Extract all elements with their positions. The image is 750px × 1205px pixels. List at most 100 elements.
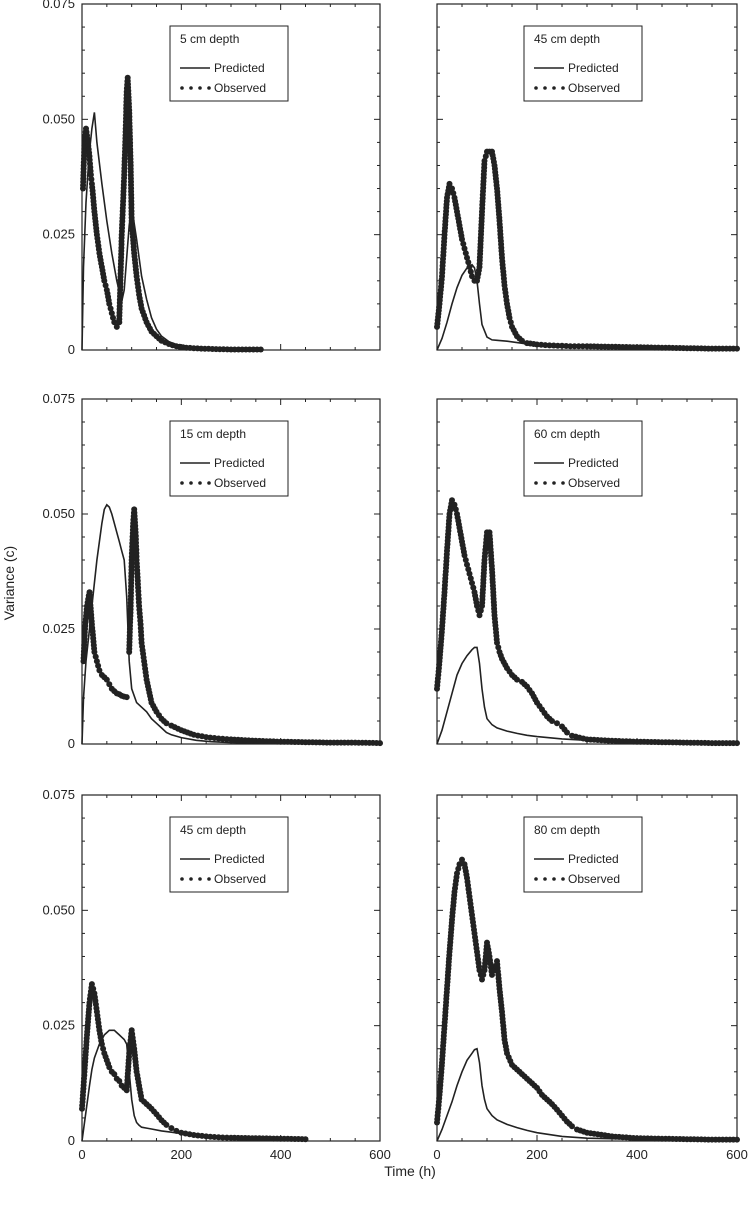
x-tick-label: 400 — [626, 1147, 648, 1162]
observed-point — [88, 981, 95, 988]
observed-point — [92, 653, 99, 660]
panel-title: 15 cm depth — [180, 427, 246, 441]
observed-point — [507, 319, 514, 326]
legend-observed-label: Observed — [568, 872, 620, 886]
legend-observed-swatch — [561, 481, 565, 485]
observed-series — [434, 856, 740, 1143]
observed-point — [108, 310, 115, 317]
observed-point — [450, 190, 457, 197]
legend-observed-swatch — [534, 481, 538, 485]
observed-series — [126, 506, 383, 747]
legend-observed-swatch — [180, 481, 184, 485]
panel-title: 45 cm depth — [180, 823, 246, 837]
observed-point — [103, 676, 110, 683]
legend-observed-swatch — [189, 877, 193, 881]
legend-observed-swatch — [534, 86, 538, 90]
observed-point — [163, 720, 170, 727]
legend: 15 cm depth Predicted Observed — [169, 420, 289, 497]
y-tick-label: 0.075 — [42, 391, 75, 406]
observed-point — [571, 343, 578, 350]
observed-point — [461, 552, 468, 559]
legend-observed-swatch — [543, 481, 547, 485]
observed-point — [469, 273, 475, 280]
observed-point — [98, 1041, 105, 1048]
panel-5: 0 0.025 0.050 0.075 0 200 400 600 45 cm depth Pre… — [42, 787, 390, 1162]
legend: 45 cm depth Predicted Observed — [523, 25, 643, 102]
observed-point — [163, 1121, 170, 1128]
observed-point — [734, 345, 740, 352]
legend-predicted-label: Predicted — [568, 456, 619, 470]
observed-point — [106, 1064, 113, 1071]
observed-series — [80, 74, 264, 353]
observed-point — [106, 681, 113, 688]
observed-point — [467, 575, 474, 582]
observed-point — [102, 282, 109, 289]
observed-point — [554, 342, 561, 349]
x-tick-label: 0 — [78, 1147, 85, 1162]
observed-point — [569, 1123, 575, 1130]
observed-point — [465, 566, 472, 573]
observed-point — [454, 870, 460, 877]
panel-1: 0 0.025 0.050 0.075 5 cm depth Predicted Obser… — [42, 0, 381, 357]
observed-point — [456, 861, 463, 868]
y-tick-label: 0.075 — [42, 787, 75, 802]
observed-point — [95, 662, 102, 669]
observed-point — [452, 506, 459, 513]
legend: 60 cm depth Predicted Observed — [523, 420, 643, 497]
observed-point — [173, 1127, 180, 1134]
legend-observed-swatch — [543, 86, 547, 90]
observed-point — [113, 323, 120, 330]
panel-6: 0 200 400 600 80 cm depth Predicted Observed — [433, 794, 748, 1162]
observed-point — [110, 314, 116, 321]
observed-point — [734, 740, 740, 747]
panel-3: 0 0.025 0.050 0.075 15 cm depth Predicted Obse… — [42, 391, 383, 751]
legend-observed-swatch — [180, 877, 184, 881]
observed-point — [476, 612, 483, 619]
legend-observed-swatch — [198, 86, 202, 90]
legend-observed-label: Observed — [568, 476, 620, 490]
observed-point — [479, 976, 485, 983]
observed-point — [106, 300, 113, 307]
observed-point — [455, 865, 462, 872]
observed-point — [466, 264, 473, 270]
observed-point — [449, 497, 455, 504]
observed-point — [88, 176, 95, 183]
observed-point — [116, 1078, 123, 1084]
legend-observed-swatch — [552, 481, 556, 485]
x-axis-title: Time (h) — [384, 1163, 436, 1179]
legend-predicted-label: Predicted — [214, 852, 265, 866]
observed-point — [377, 740, 383, 747]
predicted-line — [81, 503, 380, 745]
observed-point — [446, 180, 453, 187]
observed-point — [111, 319, 118, 326]
panel-title: 45 cm depth — [534, 32, 600, 46]
x-tick-label: 400 — [270, 1147, 292, 1162]
legend-observed-label: Observed — [568, 81, 620, 95]
observed-point — [466, 570, 473, 577]
observed-point — [90, 985, 97, 992]
y-tick-label: 0.050 — [42, 506, 75, 521]
x-tick-label: 600 — [726, 1147, 748, 1162]
y-tick-label: 0.025 — [42, 621, 75, 636]
legend-predicted-label: Predicted — [214, 61, 265, 75]
legend-observed-swatch — [198, 481, 202, 485]
observed-point — [476, 967, 483, 974]
predicted-line — [81, 1029, 306, 1142]
y-tick-label: 0.050 — [42, 902, 75, 917]
legend-observed-label: Observed — [214, 872, 266, 886]
observed-point — [494, 639, 500, 646]
observed-point — [257, 346, 264, 353]
observed-point — [462, 557, 469, 563]
observed-series — [434, 148, 740, 352]
y-tick-label: 0.075 — [42, 0, 75, 11]
observed-point — [474, 603, 480, 609]
observed-point — [575, 343, 582, 350]
observed-point — [451, 501, 458, 508]
observed-point — [87, 171, 94, 178]
legend-observed-swatch — [543, 877, 547, 881]
observed-point — [91, 649, 98, 655]
legend-observed-swatch — [534, 877, 538, 881]
legend-observed-swatch — [189, 86, 193, 90]
observed-point — [449, 185, 455, 192]
